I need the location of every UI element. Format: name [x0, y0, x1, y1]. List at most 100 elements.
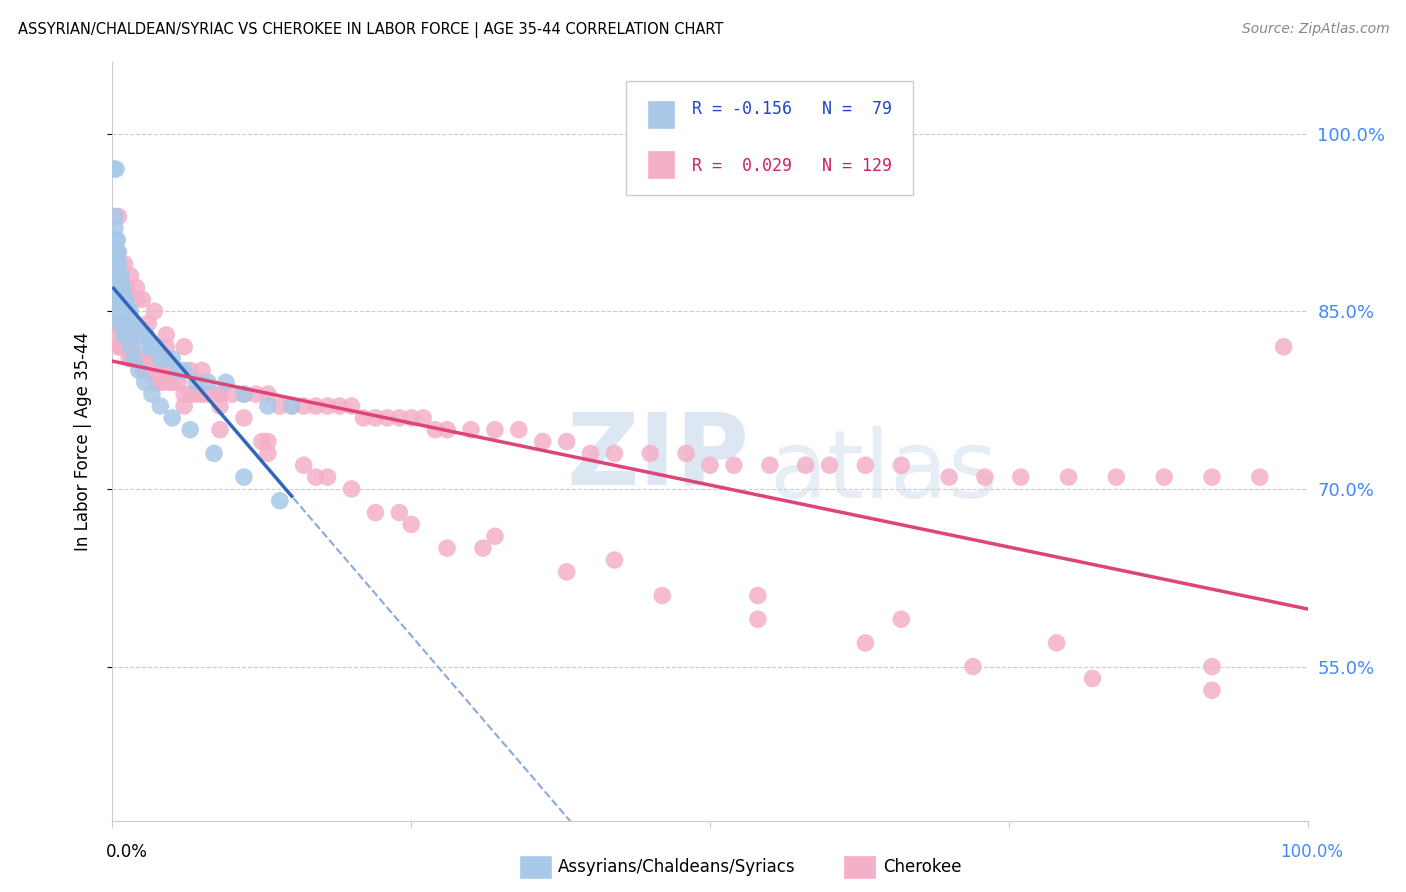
Point	[138, 316, 160, 330]
Point	[125, 293, 148, 307]
Point	[890, 612, 912, 626]
Point	[794, 458, 817, 473]
Point	[129, 327, 152, 342]
Point	[105, 244, 128, 259]
Point	[436, 423, 458, 437]
Point	[759, 458, 782, 473]
Point	[209, 387, 232, 401]
Point	[1057, 470, 1080, 484]
Point	[292, 458, 315, 473]
Point	[269, 399, 291, 413]
Point	[135, 363, 157, 377]
Point	[114, 293, 135, 307]
Point	[179, 387, 201, 401]
Point	[114, 340, 135, 354]
Point	[125, 280, 148, 294]
Point	[128, 351, 150, 366]
Point	[167, 363, 190, 377]
Point	[364, 410, 387, 425]
Point	[855, 636, 877, 650]
Point	[149, 399, 172, 413]
Point	[316, 399, 339, 413]
Point	[131, 293, 153, 307]
Point	[131, 351, 153, 366]
Point	[105, 316, 128, 330]
Point	[233, 410, 256, 425]
Point	[107, 257, 129, 271]
Point	[105, 162, 128, 177]
Point	[145, 340, 167, 354]
Point	[316, 470, 339, 484]
Point	[747, 612, 769, 626]
Point	[149, 363, 172, 377]
Point	[108, 280, 131, 294]
Point	[974, 470, 997, 484]
Point	[111, 280, 134, 294]
Point	[135, 327, 157, 342]
Point	[141, 340, 163, 354]
Point	[110, 268, 132, 283]
Point	[104, 221, 127, 235]
Point	[209, 387, 232, 401]
Point	[257, 434, 280, 449]
Point	[352, 410, 374, 425]
Point	[484, 529, 506, 543]
Point	[1201, 659, 1223, 673]
Point	[122, 351, 145, 366]
Point	[1272, 340, 1295, 354]
Point	[121, 340, 143, 354]
Point	[105, 233, 128, 247]
Point	[146, 363, 169, 377]
Point	[105, 304, 128, 318]
FancyBboxPatch shape	[627, 81, 914, 195]
Point	[114, 304, 135, 318]
Point	[114, 293, 135, 307]
Point	[215, 376, 238, 390]
Point	[412, 410, 434, 425]
Point	[1153, 470, 1175, 484]
Point	[155, 327, 177, 342]
Point	[120, 304, 142, 318]
Point	[105, 244, 128, 259]
Point	[107, 340, 129, 354]
Point	[221, 387, 243, 401]
Point	[555, 434, 578, 449]
Point	[640, 446, 662, 460]
Bar	[648, 152, 675, 178]
Point	[962, 659, 984, 673]
Point	[118, 316, 141, 330]
Point	[121, 351, 143, 366]
Point	[121, 316, 143, 330]
Point	[472, 541, 495, 556]
Point	[675, 446, 697, 460]
Point	[890, 458, 912, 473]
Point	[120, 268, 142, 283]
Point	[115, 304, 138, 318]
Point	[603, 446, 626, 460]
Point	[364, 506, 387, 520]
Point	[138, 351, 160, 366]
Point	[121, 316, 143, 330]
Point	[162, 376, 183, 390]
Point	[340, 482, 363, 496]
Point	[103, 162, 125, 177]
Point	[138, 363, 160, 377]
Point	[818, 458, 841, 473]
Point	[124, 327, 146, 342]
Text: Assyrians/Chaldeans/Syriacs: Assyrians/Chaldeans/Syriacs	[558, 858, 796, 876]
Point	[143, 376, 166, 390]
Point	[197, 376, 219, 390]
Point	[108, 268, 131, 283]
Point	[134, 376, 156, 390]
Point	[149, 376, 172, 390]
Point	[401, 410, 423, 425]
Point	[938, 470, 960, 484]
Point	[257, 387, 280, 401]
Point	[340, 399, 363, 413]
Point	[173, 363, 195, 377]
Text: 100.0%: 100.0%	[1279, 843, 1343, 861]
Point	[173, 399, 195, 413]
Point	[110, 280, 132, 294]
Point	[132, 363, 155, 377]
Point	[104, 293, 127, 307]
